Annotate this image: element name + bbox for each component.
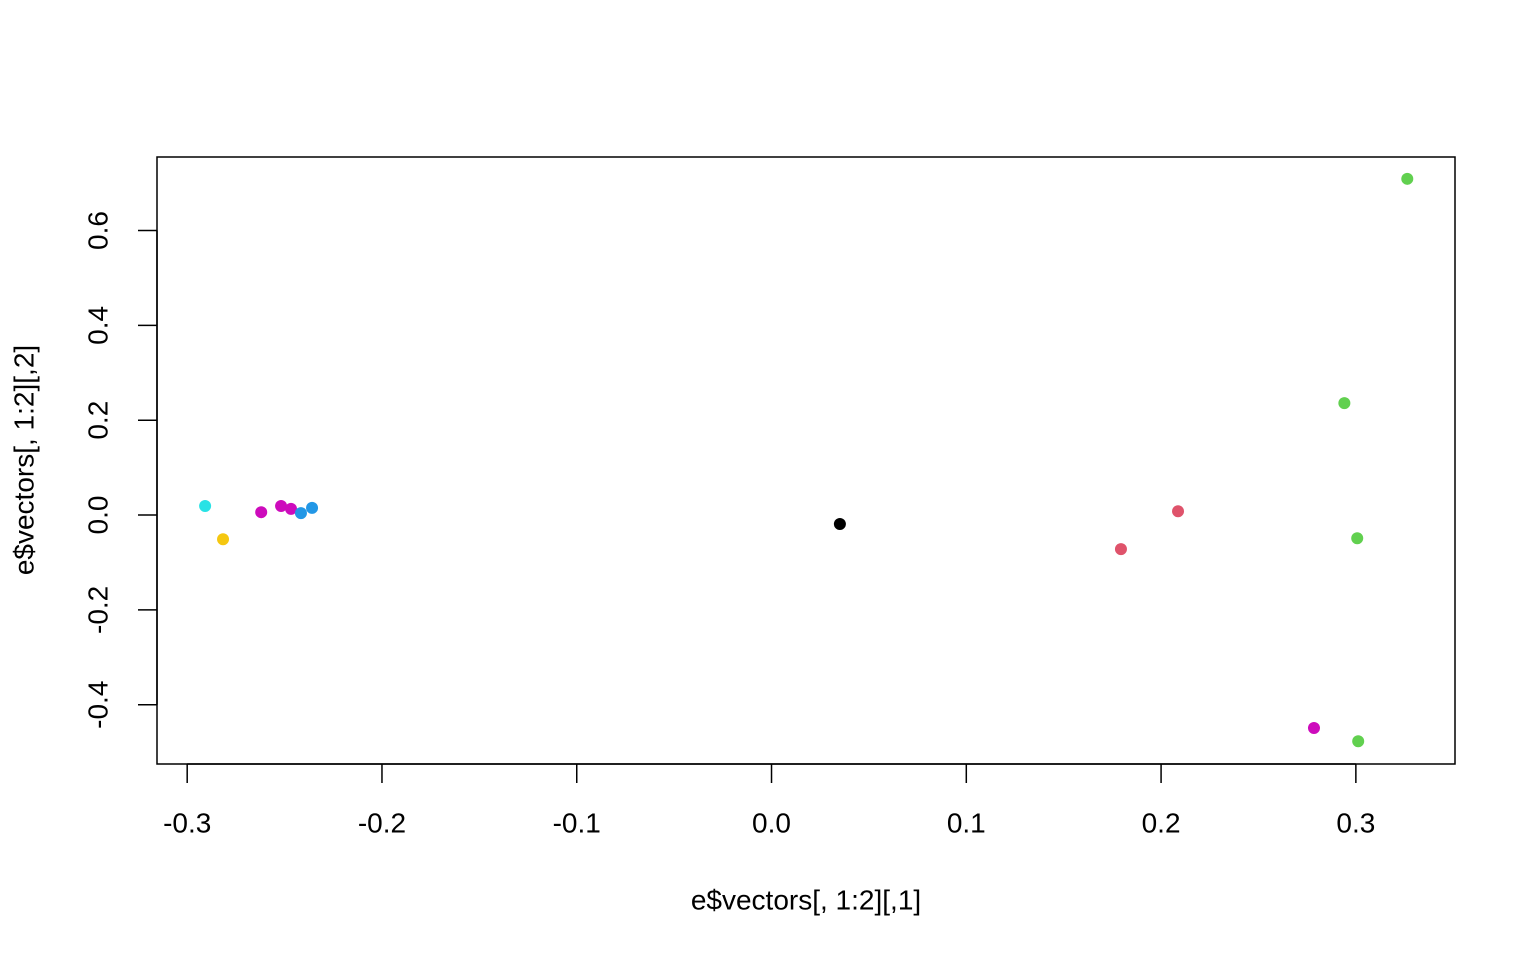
point: [199, 500, 212, 513]
y-tick-label: 0.4: [82, 306, 113, 345]
x-tick-label: -0.3: [163, 807, 211, 838]
point: [1338, 397, 1351, 410]
plot-box: [156, 156, 1456, 765]
x-tick-label: -0.1: [553, 807, 601, 838]
point: [285, 502, 298, 515]
y-tick-label: -0.4: [82, 681, 113, 729]
x-tick-label: 0.3: [1336, 807, 1375, 838]
y-tick-label: 0.6: [82, 211, 113, 250]
point: [217, 533, 230, 546]
point: [294, 507, 307, 520]
point: [306, 501, 319, 514]
point: [1401, 172, 1414, 185]
point: [255, 506, 268, 519]
x-tick-label: 0.2: [1142, 807, 1181, 838]
point: [1114, 543, 1127, 556]
y-tick-label: 0.2: [82, 401, 113, 440]
y-axis-title: e$vectors[, 1:2][,2]: [8, 345, 39, 575]
point: [275, 500, 288, 513]
x-tick-label: -0.2: [358, 807, 406, 838]
point: [833, 518, 846, 531]
x-axis-title: e$vectors[, 1:2][,1]: [691, 884, 921, 915]
point: [1172, 505, 1185, 518]
point: [1307, 721, 1320, 734]
y-tick-label: 0.0: [82, 496, 113, 535]
y-tick-label: -0.2: [82, 586, 113, 634]
point: [1352, 735, 1365, 748]
x-tick-label: 0.0: [752, 807, 791, 838]
x-tick-label: 0.1: [947, 807, 986, 838]
point: [1351, 532, 1364, 545]
